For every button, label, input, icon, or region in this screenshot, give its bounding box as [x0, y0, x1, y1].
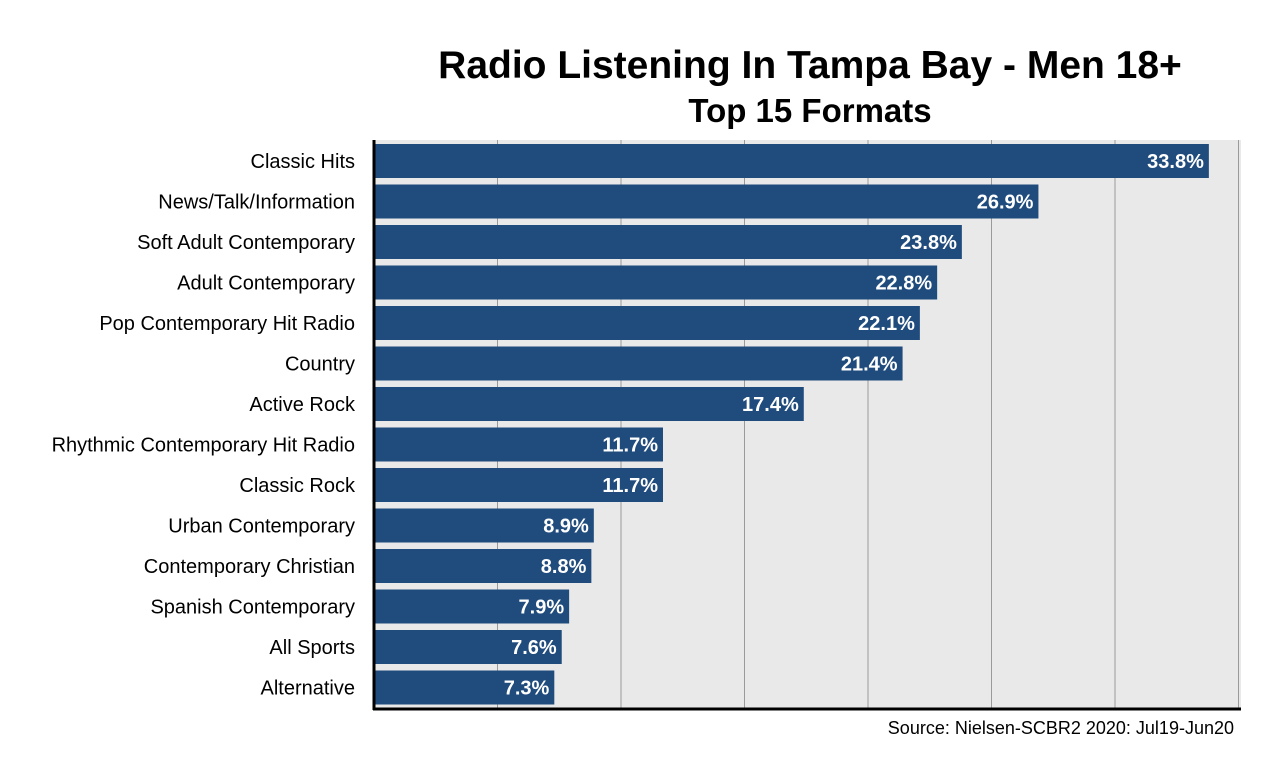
data-label: 7.3% — [504, 678, 550, 700]
data-label: 17.4% — [742, 394, 799, 416]
bar — [374, 184, 1039, 219]
bar — [374, 144, 1209, 178]
data-label: 11.7% — [602, 435, 658, 457]
data-label: 7.9% — [519, 597, 565, 619]
bar — [374, 549, 592, 583]
data-label: 26.9% — [977, 192, 1034, 214]
category-label: Country — [285, 354, 355, 376]
category-label: News/Talk/Information — [158, 192, 355, 214]
category-label: Urban Contemporary — [168, 516, 355, 538]
category-label: Pop Contemporary Hit Radio — [99, 313, 355, 335]
category-label: All Sports — [269, 637, 355, 659]
bar — [374, 468, 663, 502]
bar — [374, 306, 920, 340]
bar — [374, 387, 804, 421]
data-label: 8.9% — [543, 516, 589, 538]
chart-title: Radio Listening In Tampa Bay - Men 18+ — [438, 44, 1182, 87]
category-label: Alternative — [261, 678, 356, 700]
category-label: Soft Adult Contemporary — [137, 232, 355, 254]
category-label: Contemporary Christian — [144, 556, 355, 578]
category-label: Classic Hits — [251, 151, 355, 173]
bar — [374, 589, 570, 624]
bar — [374, 427, 663, 462]
bar — [374, 630, 562, 664]
category-label: Active Rock — [249, 394, 356, 416]
data-label: 22.8% — [875, 273, 932, 295]
bar — [374, 670, 555, 705]
data-label: 7.6% — [511, 637, 557, 659]
category-label: Rhythmic Contemporary Hit Radio — [52, 435, 355, 457]
category-label: Spanish Contemporary — [150, 597, 355, 619]
data-label: 22.1% — [858, 313, 915, 335]
data-label: 8.8% — [541, 556, 587, 578]
category-label: Adult Contemporary — [177, 273, 355, 295]
category-label: Classic Rock — [239, 475, 356, 497]
data-label: 11.7% — [602, 475, 658, 497]
data-label: 23.8% — [900, 232, 957, 254]
bar — [374, 265, 938, 300]
bar — [374, 346, 903, 381]
data-label: 21.4% — [841, 354, 898, 376]
source-note: Source: Nielsen-SCBR2 2020: Jul19-Jun20 — [887, 718, 1234, 738]
bar — [374, 508, 594, 543]
chart-subtitle: Top 15 Formats — [688, 92, 932, 129]
data-label: 33.8% — [1147, 151, 1204, 173]
bar — [374, 225, 962, 259]
